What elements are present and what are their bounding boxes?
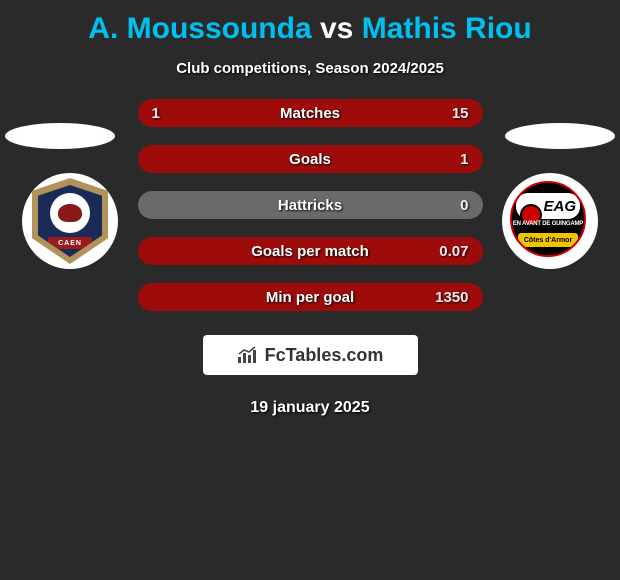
stat-label: Goals per match	[138, 243, 483, 260]
site-text: FcTables.com	[265, 345, 384, 366]
stat-label: Matches	[138, 105, 483, 122]
eag-bottom-text: Côtes d'Armor	[518, 233, 578, 247]
subtitle: Club competitions, Season 2024/2025	[0, 60, 620, 77]
page-title: A. Moussounda vs Mathis Riou	[0, 0, 620, 46]
date-text: 19 january 2025	[0, 399, 620, 417]
stat-right-value: 1	[460, 151, 468, 168]
stat-right-value: 0.07	[439, 243, 468, 260]
stat-right-value: 1350	[435, 289, 468, 306]
right-club-badge: EAG EN AVANT DE GUINGAMP Côtes d'Armor	[502, 173, 598, 269]
player-b-name: Mathis Riou	[362, 12, 532, 45]
stat-right-value: 0	[460, 197, 468, 214]
stat-row: 1Matches15	[138, 99, 483, 127]
eag-crest: EAG EN AVANT DE GUINGAMP Côtes d'Armor	[510, 181, 590, 261]
stat-left-value: 1	[152, 105, 160, 122]
caen-band-label: CAEN	[48, 237, 92, 249]
stat-row: Goals per match0.07	[138, 237, 483, 265]
right-ellipse-decoration	[505, 123, 615, 149]
stat-row: Goals1	[138, 145, 483, 173]
site-badge: FcTables.com	[203, 335, 418, 375]
stats-column: 1Matches15Goals1Hattricks0Goals per matc…	[138, 99, 483, 311]
stat-right-value: 15	[452, 105, 469, 122]
chart-icon	[237, 346, 259, 364]
stat-row: Hattricks0	[138, 191, 483, 219]
stat-label: Hattricks	[138, 197, 483, 214]
left-ellipse-decoration	[5, 123, 115, 149]
left-club-badge: CAEN	[22, 173, 118, 269]
vs-text: vs	[320, 12, 353, 45]
caen-crest: CAEN	[32, 178, 108, 264]
eag-top-text: EAG	[543, 198, 576, 215]
eag-mid-text: EN AVANT DE GUINGAMP	[512, 221, 584, 227]
stat-label: Min per goal	[138, 289, 483, 306]
stat-row: Min per goal1350	[138, 283, 483, 311]
player-a-name: A. Moussounda	[88, 12, 311, 45]
stat-label: Goals	[138, 151, 483, 168]
